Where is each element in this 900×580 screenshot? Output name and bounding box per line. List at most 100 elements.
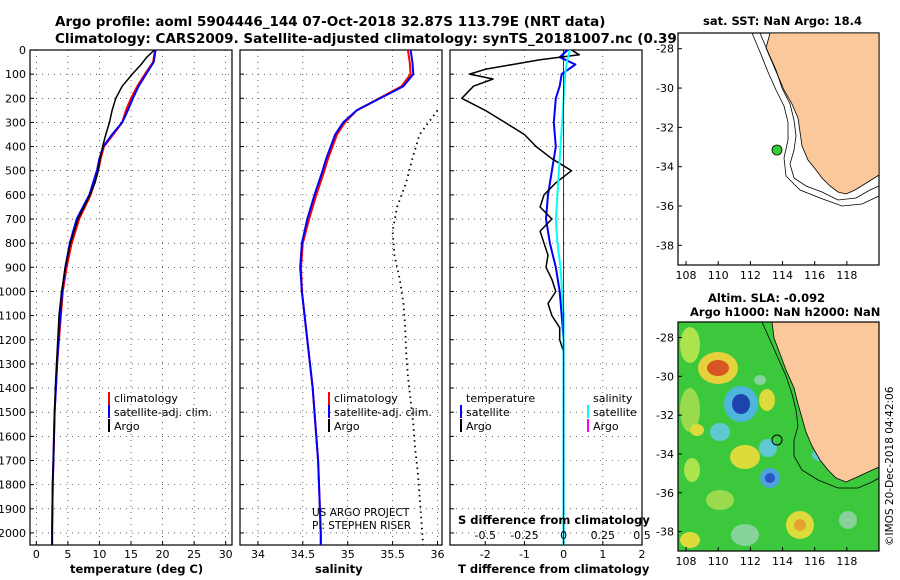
sst-map: 108 110 112 114 116 118 -28 -30 -32 -34 -36 -38 [656, 32, 880, 282]
map-x-tick-label: 108 [676, 555, 697, 568]
legend-argo: Argo [114, 420, 140, 433]
series-line-satellite-adj-clim- [299, 49, 415, 545]
legend-satellite-t: satellite [466, 406, 510, 419]
depth-tick-label: 200 [5, 92, 26, 105]
depth-tick-label: 100 [5, 68, 26, 81]
s-tick-label: 0.5 [633, 529, 651, 542]
x-tick-label: 25 [187, 548, 201, 561]
x-tick-label: 34 [251, 548, 265, 561]
series-line-argo-t [461, 49, 581, 545]
depth-tick-label: 900 [5, 261, 26, 274]
depth-tick-label: 1400 [0, 382, 26, 395]
map-y-tick-label: -34 [656, 161, 674, 174]
map-y-tick-label: -38 [656, 526, 674, 539]
t-difference-xlabel: T difference from climatology [458, 562, 650, 576]
legend-satellite-s: satellite [593, 406, 637, 419]
map-y-tick-label: -36 [656, 200, 674, 213]
sst-map-title: sat. SST: NaN Argo: 18.4 [703, 14, 862, 28]
depth-tick-label: 700 [5, 213, 26, 226]
legend-salinity: salinity [593, 392, 633, 405]
map-x-tick-label: 116 [804, 269, 825, 282]
s-tick-label: 0.25 [591, 529, 616, 542]
s-difference-label: S difference from climatology [458, 513, 650, 527]
map-x-tick-label: 118 [836, 555, 857, 568]
depth-tick-label: 300 [5, 116, 26, 129]
map-x-tick-label: 112 [740, 269, 761, 282]
map-x-tick-label: 112 [740, 555, 761, 568]
map-x-tick-label: 110 [708, 269, 729, 282]
annotation-project: US ARGO PROJECT [312, 507, 410, 519]
map-x-tick-label: 114 [772, 555, 793, 568]
legend-satellite: satellite-adj. clim. [334, 406, 432, 419]
x-tick-label: 20 [156, 548, 170, 561]
map-x-tick-label: 118 [836, 269, 857, 282]
temperature-legend: climatology satellite-adj. clim. Argo [108, 392, 212, 433]
series-line-climatology [51, 49, 156, 545]
depth-tick-label: 1700 [0, 454, 26, 467]
series-line-climatology [300, 49, 412, 545]
map-y-tick-label: -28 [656, 43, 674, 56]
difference-legend: temperature salinity satellite Argo sate… [460, 392, 637, 433]
sla-map [678, 322, 879, 551]
sst-float-marker [771, 144, 783, 156]
imos-watermark: ©IMOS 20-Dec-2018 04:42:06 [884, 386, 896, 546]
depth-tick-label: 1000 [0, 285, 26, 298]
header-line-2: Climatology: CARS2009. Satellite-adjuste… [55, 31, 747, 47]
sla-map-title-2: Argo h1000: NaN h2000: NaN [690, 305, 880, 319]
x-tick-label: 0 [560, 548, 567, 561]
x-tick-label: 15 [124, 548, 138, 561]
map-y-tick-label: -36 [656, 487, 674, 500]
legend-argo: Argo [334, 420, 360, 433]
legend-argo-s: Argo [593, 420, 619, 433]
depth-tick-label: 1600 [0, 430, 26, 443]
x-tick-label: 2 [639, 548, 646, 561]
x-tick-label: 35 [341, 548, 355, 561]
depth-tick-label: 400 [5, 141, 26, 154]
s-tick-label: 0 [560, 529, 567, 542]
map-x-tick-label: 116 [804, 555, 825, 568]
series-line-argo [391, 109, 439, 546]
map-y-tick-label: -28 [656, 332, 674, 345]
series-line-satellite-s [554, 49, 571, 545]
map-y-tick-label: -38 [656, 239, 674, 252]
sla-land [771, 322, 879, 483]
salinity-legend: climatology satellite-adj. clim. Argo [328, 392, 432, 433]
annotation-pi: PI: STEPHEN RISER [312, 520, 411, 532]
sla-float-marker [771, 434, 783, 446]
x-tick-label: -1 [519, 548, 530, 561]
depth-axis: 0 100 200 300 400 500 600 700 800 900 1000 1100 1200… [0, 44, 26, 540]
depth-tick-label: 1100 [0, 310, 26, 323]
x-tick-label: 5 [64, 548, 71, 561]
x-tick-label: 35.5 [380, 548, 405, 561]
map-y-tick-label: -34 [656, 448, 674, 461]
s-tick-label: -0.25 [510, 529, 538, 542]
depth-tick-label: 500 [5, 165, 26, 178]
legend-climatology: climatology [334, 392, 398, 405]
temperature-panel: 0 5 10 15 20 25 30 temperature (deg C) climato… [29, 49, 233, 576]
map-y-tick-label: -32 [656, 121, 674, 134]
depth-tick-label: 0 [19, 44, 26, 57]
s-tick-label: -0.5 [475, 529, 496, 542]
x-tick-label: 34.5 [291, 548, 316, 561]
map-x-tick-label: 110 [708, 555, 729, 568]
depth-tick-label: 600 [5, 189, 26, 202]
map-y-tick-label: -30 [656, 82, 674, 95]
salinity-panel: 34 34.5 35 35.5 36 salinity climatology sate… [239, 49, 445, 576]
header-line-1: Argo profile: aoml 5904446_144 07-Oct-20… [55, 14, 605, 30]
x-tick-label: -2 [480, 548, 491, 561]
legend-satellite: satellite-adj. clim. [114, 406, 212, 419]
depth-tick-label: 1200 [0, 334, 26, 347]
series-line-argo [51, 49, 155, 545]
x-tick-label: 10 [92, 548, 106, 561]
depth-tick-label: 1300 [0, 358, 26, 371]
legend-argo-t: Argo [466, 420, 492, 433]
x-tick-label: 1 [599, 548, 606, 561]
map-y-tick-label: -32 [656, 409, 674, 422]
sla-map-title-1: Altim. SLA: -0.092 [708, 291, 825, 305]
legend-temperature: temperature [466, 392, 535, 405]
depth-tick-label: 1800 [0, 479, 26, 492]
legend-climatology: climatology [114, 392, 178, 405]
depth-tick-label: 800 [5, 237, 26, 250]
x-tick-label: 0 [33, 548, 40, 561]
